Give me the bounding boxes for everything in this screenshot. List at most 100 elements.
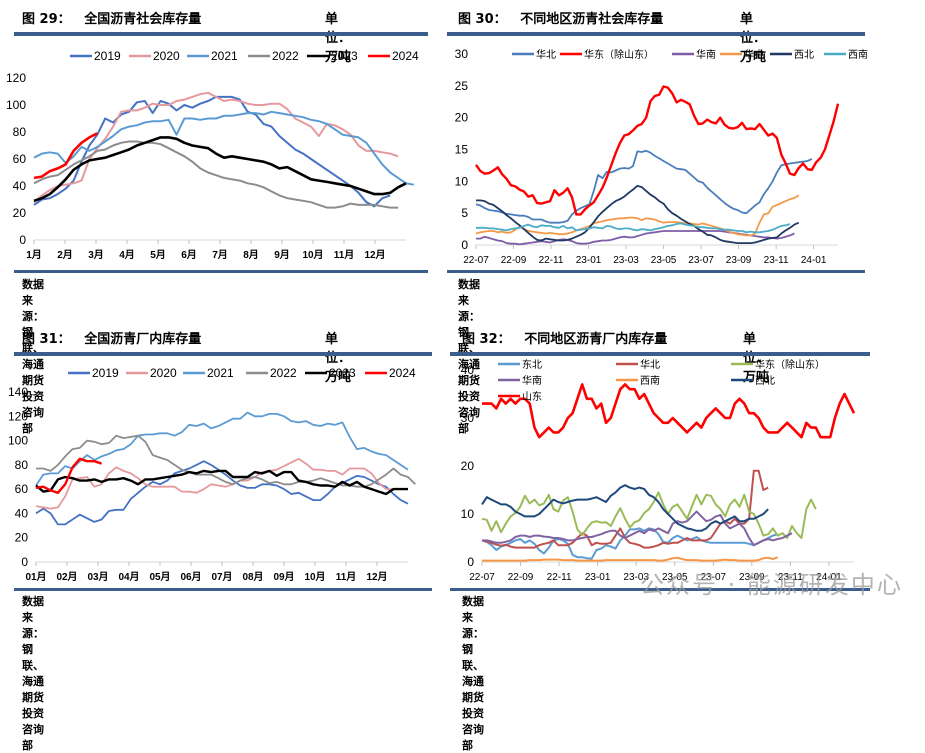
legend-label: 2020	[150, 366, 177, 380]
y-tick-label: 100	[6, 98, 26, 112]
legend-label: 华中	[744, 48, 764, 61]
x-tick-label: 10月	[302, 249, 323, 261]
x-tick-label: 11月	[336, 571, 357, 583]
x-tick-label: 23-07	[701, 572, 727, 583]
y-tick-label: 100	[8, 434, 28, 448]
x-tick-label: 22-11	[547, 572, 572, 583]
y-tick-label: 5	[461, 206, 468, 220]
x-tick-label: 24-01	[816, 572, 842, 583]
series-line-2019	[33, 95, 391, 208]
series-line-华南	[482, 510, 793, 547]
x-tick-label: 02月	[56, 571, 77, 583]
legend-label: 华南	[522, 374, 542, 387]
series-line-山东	[482, 383, 856, 439]
series-line-华东（除山东）	[481, 491, 817, 539]
legend-label: 2019	[92, 366, 119, 380]
y-tick-label: 40	[13, 179, 27, 193]
y-tick-label: 40	[461, 363, 475, 377]
series-line-2022	[36, 434, 416, 488]
legend-label: 华东（除山东）	[584, 48, 654, 61]
y-tick-label: 10	[455, 174, 469, 188]
chart-title: 图 30： 不同地区沥青社会库存量	[458, 12, 664, 27]
source-rule	[447, 270, 865, 273]
legend-label: 山东	[522, 390, 542, 403]
y-tick-label: 0	[461, 238, 468, 252]
y-tick-label: 0	[21, 555, 28, 569]
x-tick-label: 10月	[304, 571, 325, 583]
y-tick-label: 30	[455, 47, 469, 61]
x-tick-label: 11月	[334, 249, 355, 261]
y-tick-label: 15	[455, 143, 469, 157]
series-line-西南	[476, 222, 791, 234]
y-tick-label: 20	[461, 459, 475, 473]
title-rule	[14, 32, 428, 36]
x-tick-label: 08月	[242, 571, 263, 583]
legend-label: 2024	[389, 366, 416, 380]
x-tick-label: 05月	[149, 571, 170, 583]
legend-label: 华南	[696, 48, 716, 61]
legend-label: 2019	[94, 49, 121, 63]
y-tick-label: 20	[13, 206, 27, 220]
y-tick-label: 10	[461, 507, 475, 521]
y-tick-label: 120	[6, 71, 26, 85]
y-tick-label: 140	[8, 385, 28, 399]
series-line-2020	[35, 457, 394, 510]
x-tick-label: 23-01	[576, 255, 602, 266]
series-line-2023	[33, 136, 407, 203]
chart-canvas: 0 20 40 60 80 100 120 140 01月 02月 03月 04月 05月 06月 07月 0…	[8, 366, 416, 583]
x-tick-label: 7月	[212, 249, 228, 261]
chart-source: 数据来源：钢联、海通期货投资咨询部	[458, 278, 480, 435]
x-tick-label: 23-09	[739, 572, 765, 583]
chart-canvas: 0 10 20 30 40 22-07 22-09 22-11 23-01 23-03 23-05 2…	[461, 358, 856, 583]
x-tick-label: 23-11	[764, 255, 789, 266]
x-tick-label: 4月	[119, 249, 135, 261]
chart-title: 图 32： 不同地区沥青厂内库存量	[462, 332, 668, 347]
watermark-text: 公众号 · 能源研发中心	[640, 571, 903, 599]
series-line-西北	[481, 484, 769, 532]
y-tick-label: 0	[467, 555, 474, 569]
x-tick-label: 03月	[87, 571, 108, 583]
chart-canvas: 0 5 10 15 20 25 30 22-07 22-09 22-11 23-01 23-03 23-…	[455, 47, 868, 266]
x-tick-label: 24-01	[801, 255, 827, 266]
x-tick-label: 2月	[57, 249, 73, 261]
legend-label: 西北	[755, 375, 775, 387]
chart-source: 数据来源：钢联、海通期货投资咨询部	[22, 595, 44, 752]
x-tick-label: 5月	[150, 249, 166, 261]
chart-source: 数据来源：钢联、海通期货投资咨询部	[462, 595, 484, 752]
x-tick-label: 3月	[88, 249, 104, 261]
legend-label: 东北	[522, 358, 542, 371]
x-tick-label: 22-07	[463, 255, 489, 266]
x-tick-label: 23-09	[726, 255, 752, 266]
legend-label: 2021	[211, 49, 238, 63]
x-tick-label: 04月	[118, 571, 139, 583]
y-tick-label: 40	[15, 506, 29, 520]
x-tick-label: 22-09	[508, 572, 534, 583]
x-tick-label: 12月	[364, 249, 385, 261]
x-tick-label: 23-01	[585, 572, 611, 583]
x-tick-label: 9月	[274, 249, 290, 261]
y-tick-label: 60	[13, 152, 27, 166]
x-tick-label: 23-03	[623, 572, 649, 583]
x-tick-label: 23-05	[662, 572, 688, 583]
series-line-2021	[35, 411, 409, 487]
source-rule	[14, 270, 428, 273]
x-tick-label: 23-07	[688, 255, 714, 266]
x-tick-label: 8月	[243, 249, 259, 261]
title-rule	[14, 352, 432, 356]
legend-label: 华北	[536, 48, 556, 61]
legend-label: 2023	[329, 366, 356, 380]
y-tick-label: 20	[15, 531, 29, 545]
y-tick-label: 0	[19, 233, 26, 247]
legend-label: 2021	[207, 366, 234, 380]
title-rule	[447, 32, 865, 36]
x-tick-label: 09月	[273, 571, 294, 583]
y-tick-label: 80	[15, 458, 29, 472]
y-tick-label: 60	[15, 482, 29, 496]
legend-label: 2024	[392, 49, 419, 63]
x-tick-label: 22-09	[501, 255, 527, 266]
chart-title: 图 29： 全国沥青社会库存量	[22, 12, 202, 27]
x-tick-label: 22-07	[469, 572, 495, 583]
source-rule	[14, 588, 432, 591]
legend-label: 华东（除山东）	[755, 358, 825, 371]
x-tick-label: 01月	[25, 571, 46, 583]
